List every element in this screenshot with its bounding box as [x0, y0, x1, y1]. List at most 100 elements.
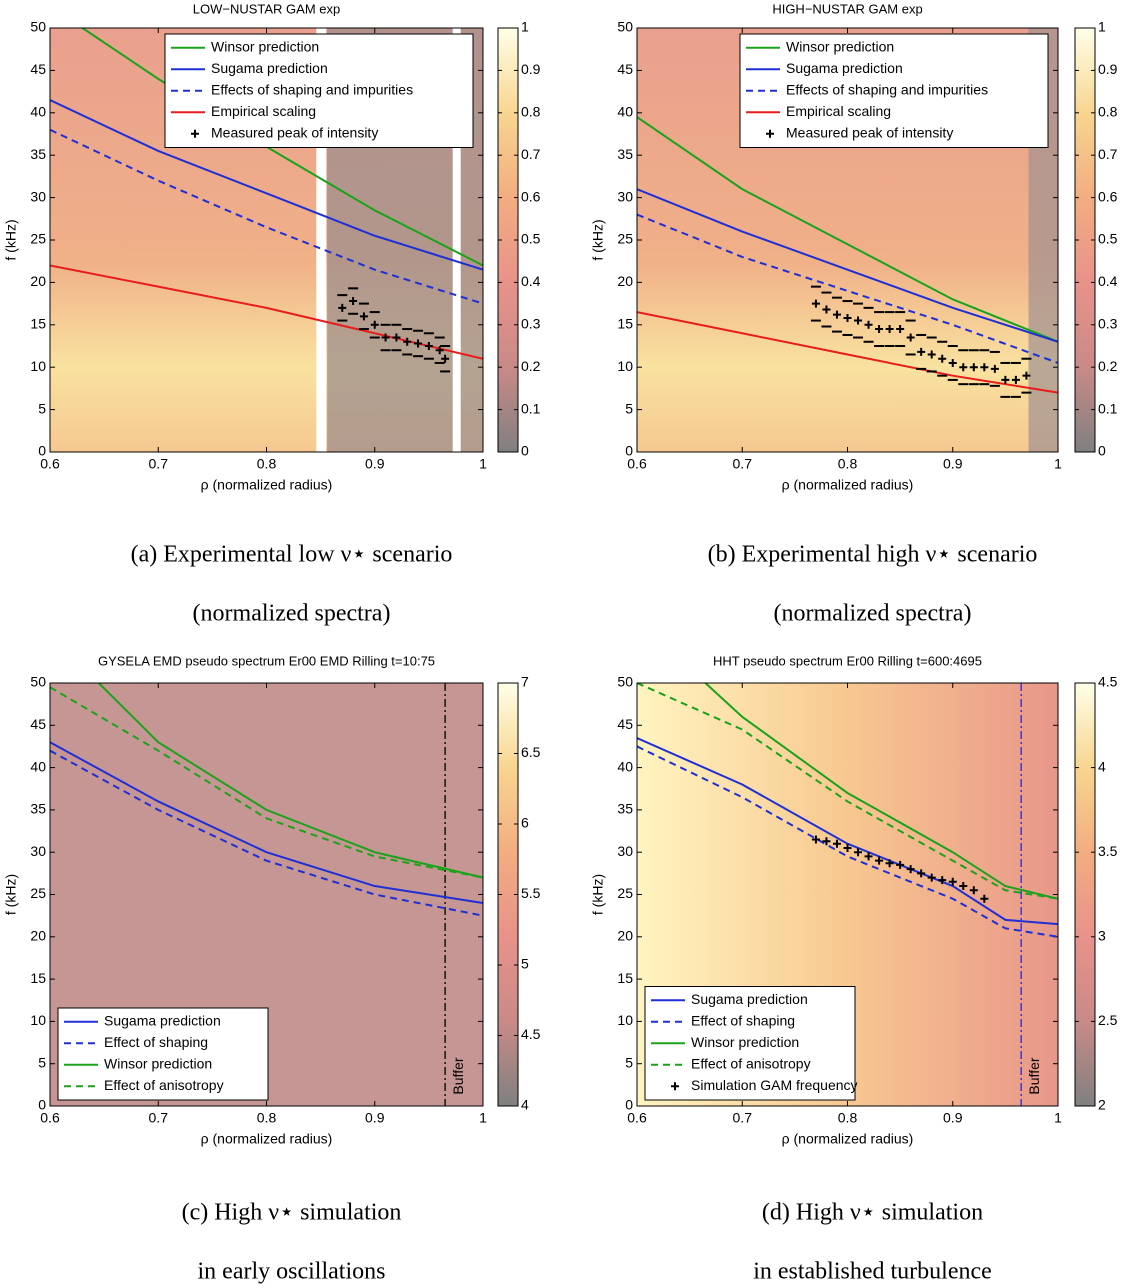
caption: (c) High ν⋆ simulation: [182, 1200, 402, 1226]
peak-marker: [969, 363, 978, 372]
series-group: [637, 683, 1058, 938]
y-tick-label: 15: [617, 316, 633, 332]
colorbar-tick-label: 3.5: [1098, 843, 1118, 859]
x-axis-label: ρ (normalized radius): [782, 1131, 914, 1147]
peak-marker: [811, 835, 820, 844]
colorbar-tick-label: 0.2: [1098, 358, 1118, 374]
colorbar-tick-label: 4.5: [1098, 674, 1118, 690]
series-line: [50, 99, 483, 271]
y-tick-label: 50: [30, 674, 46, 690]
peak-marker: [906, 333, 915, 342]
colorbar-tick-label: 2: [1098, 1097, 1106, 1113]
x-tick-label: 0.8: [838, 1110, 858, 1126]
y-tick-label: 25: [30, 885, 46, 901]
plot-frame: [636, 682, 1059, 1107]
peak-marker: [927, 350, 936, 359]
legend-label: Effects of shaping and impurities: [211, 81, 413, 97]
series-line: [637, 745, 1058, 938]
x-tick-label: 0.8: [257, 1110, 277, 1126]
y-tick-label: 10: [30, 1012, 46, 1028]
y-tick-label: 45: [617, 716, 633, 732]
peak-marker: [811, 299, 820, 308]
legend-label: Effect of shaping: [104, 1034, 208, 1050]
series-line: [637, 683, 1058, 900]
legend-label: Sugama prediction: [211, 60, 328, 76]
caption: (normalized spectra): [774, 601, 972, 627]
y-tick-label: 45: [617, 61, 633, 77]
y-tick-label: 10: [617, 358, 633, 374]
series-line: [637, 311, 1058, 394]
colorbar-tick-label: 5.5: [521, 885, 541, 901]
colorbar-tick-label: 1: [1098, 19, 1106, 35]
peak-marker: [843, 314, 852, 323]
legend-marker: [671, 1082, 679, 1091]
peak-marker: [980, 363, 989, 372]
colorbar-tick-label: 0: [521, 443, 529, 459]
peak-marker: [938, 354, 947, 363]
peak-marker: [381, 333, 390, 342]
y-tick-label: 0: [625, 443, 633, 459]
colorbar-tick-label: 4.5: [521, 1026, 541, 1042]
series-line: [50, 741, 483, 904]
y-tick-label: 5: [625, 400, 633, 416]
y-tick-label: 5: [38, 1054, 46, 1070]
x-tick-label: 0.6: [40, 1110, 60, 1126]
peak-marker: [948, 358, 957, 367]
y-tick-label: 5: [625, 1054, 633, 1070]
y-tick-label: 10: [617, 1012, 633, 1028]
legend-label: Winsor prediction: [104, 1055, 212, 1071]
peak-marker: [854, 316, 863, 325]
y-tick-label: 0: [38, 443, 46, 459]
colorbar-tick-label: 0.3: [1098, 316, 1118, 332]
series-line: [637, 188, 1058, 343]
colorbar-tick-label: 0.9: [521, 61, 541, 77]
peak-marker: [917, 347, 926, 356]
y-tick-label: 35: [30, 801, 46, 817]
peak-marker: [896, 325, 905, 334]
x-axis-label: ρ (normalized radius): [782, 477, 914, 493]
x-tick-label: 0.9: [943, 456, 963, 472]
y-tick-label: 50: [617, 674, 633, 690]
x-tick-label: 0.9: [365, 456, 385, 472]
peak-marker: [843, 843, 852, 852]
y-axis-label: f (kHz): [3, 219, 19, 260]
colorbar-tick-label: 0.4: [521, 273, 541, 289]
y-tick-label: 50: [617, 19, 633, 35]
y-tick-label: 45: [30, 716, 46, 732]
colorbar-tick-label: 6.5: [521, 744, 541, 760]
plot-frame: [49, 682, 484, 1107]
y-tick-label: 35: [30, 146, 46, 162]
plot-frame: [636, 27, 1059, 453]
series-group: [637, 116, 1058, 398]
colorbar-tick-label: 0.3: [521, 316, 541, 332]
y-tick-label: 40: [30, 758, 46, 774]
caption: (d) High ν⋆ simulation: [762, 1200, 983, 1226]
peak-marker: [822, 305, 831, 314]
legend-label: Effect of anisotropy: [104, 1077, 224, 1093]
peak-marker: [875, 856, 884, 865]
colorbar-tick-label: 5: [521, 956, 529, 972]
peak-marker: [1011, 375, 1020, 384]
y-tick-label: 10: [30, 358, 46, 374]
y-axis-label: f (kHz): [590, 219, 606, 260]
x-axis-label: ρ (normalized radius): [201, 1131, 333, 1147]
legend-box: [164, 33, 474, 148]
heatmap-gap: [452, 28, 461, 452]
y-tick-label: 35: [617, 146, 633, 162]
y-tick-label: 15: [30, 970, 46, 986]
x-tick-label: 1: [1054, 1110, 1062, 1126]
y-tick-label: 25: [617, 231, 633, 247]
y-tick-label: 20: [617, 273, 633, 289]
x-tick-label: 0.9: [365, 1110, 385, 1126]
peak-marker: [338, 303, 347, 312]
y-tick-label: 40: [617, 758, 633, 774]
colorbar-tick-label: 0.5: [1098, 231, 1118, 247]
y-tick-label: 25: [30, 231, 46, 247]
series-line: [637, 116, 1058, 343]
series-line: [704, 683, 1058, 900]
colorbar-tick-label: 0.6: [521, 188, 541, 204]
x-tick-label: 0.7: [733, 1110, 753, 1126]
x-tick-label: 0.6: [627, 1110, 647, 1126]
chart-title: GYSELA EMD pseudo spectrum Er00 EMD Rill…: [98, 653, 435, 668]
